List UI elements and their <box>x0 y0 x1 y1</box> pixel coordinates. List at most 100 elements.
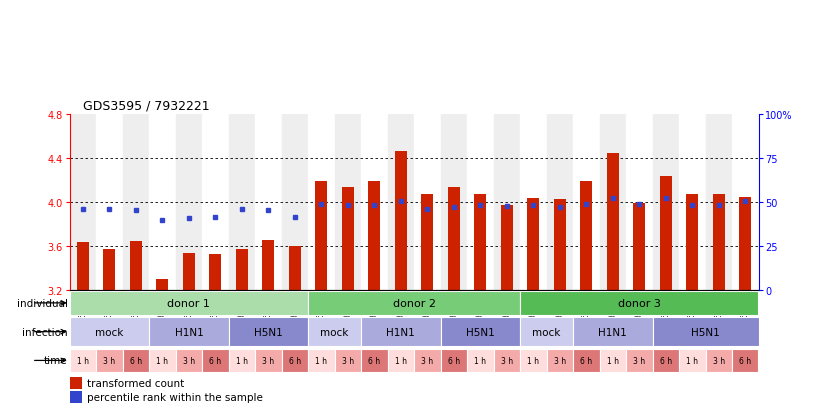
Bar <box>572 349 599 372</box>
Bar <box>308 114 334 290</box>
Bar <box>467 114 493 290</box>
Bar <box>281 349 308 372</box>
Text: 1 h: 1 h <box>315 356 327 365</box>
Bar <box>209 255 221 290</box>
Bar <box>652 114 678 290</box>
Bar <box>553 200 565 290</box>
Bar <box>387 114 414 290</box>
Text: 6 h: 6 h <box>447 356 459 365</box>
Text: 6 h: 6 h <box>288 356 301 365</box>
Bar <box>527 199 539 290</box>
Bar <box>229 317 308 347</box>
Text: 1 h: 1 h <box>395 356 406 365</box>
Text: H1N1: H1N1 <box>174 327 203 337</box>
Bar <box>686 195 698 290</box>
Bar <box>96 349 123 372</box>
Bar <box>731 114 758 290</box>
Bar <box>281 114 308 290</box>
Text: donor 1: donor 1 <box>167 298 210 308</box>
Bar <box>255 114 281 290</box>
Bar <box>149 317 229 347</box>
Text: H5N1: H5N1 <box>690 327 719 337</box>
Bar <box>632 203 645 290</box>
Text: 1 h: 1 h <box>156 356 168 365</box>
Bar <box>202 114 229 290</box>
Bar <box>519 114 546 290</box>
Text: 1 h: 1 h <box>686 356 698 365</box>
Bar <box>572 317 652 347</box>
Bar <box>606 154 618 290</box>
Bar <box>678 114 704 290</box>
Bar <box>473 195 486 290</box>
Bar <box>739 198 750 290</box>
Bar <box>334 114 360 290</box>
Bar <box>731 349 758 372</box>
Text: 3 h: 3 h <box>500 356 512 365</box>
Bar <box>414 349 440 372</box>
Text: 3 h: 3 h <box>553 356 565 365</box>
Bar <box>103 249 115 290</box>
Text: transformed count: transformed count <box>87 378 184 388</box>
Text: 3 h: 3 h <box>632 356 645 365</box>
Bar <box>467 349 493 372</box>
Text: GDS3595 / 7932221: GDS3595 / 7932221 <box>84 99 210 112</box>
Bar <box>440 317 519 347</box>
Text: 1 h: 1 h <box>77 356 88 365</box>
Bar <box>421 195 432 290</box>
Bar <box>519 292 758 315</box>
Text: percentile rank within the sample: percentile rank within the sample <box>87 392 262 402</box>
Bar <box>255 349 281 372</box>
Text: donor 2: donor 2 <box>392 298 435 308</box>
Bar <box>229 114 255 290</box>
Bar <box>183 254 195 290</box>
Text: 1 h: 1 h <box>527 356 539 365</box>
Bar <box>229 349 255 372</box>
Bar <box>262 240 274 290</box>
Bar <box>308 317 360 347</box>
Text: 1 h: 1 h <box>606 356 618 365</box>
Bar <box>70 349 96 372</box>
Bar <box>175 349 202 372</box>
Text: time: time <box>44 356 67 366</box>
Bar <box>652 349 678 372</box>
Bar <box>519 317 572 347</box>
Text: 3 h: 3 h <box>712 356 724 365</box>
Bar <box>387 349 414 372</box>
Bar <box>625 349 652 372</box>
Text: 3 h: 3 h <box>421 356 433 365</box>
Text: 6 h: 6 h <box>129 356 142 365</box>
Bar <box>156 279 168 290</box>
Bar <box>288 246 301 290</box>
Bar <box>493 349 519 372</box>
Bar <box>652 317 758 347</box>
Text: H1N1: H1N1 <box>598 327 627 337</box>
Bar <box>360 317 440 347</box>
Bar <box>395 152 406 290</box>
Bar <box>70 114 96 290</box>
Bar <box>546 349 572 372</box>
Text: 3 h: 3 h <box>103 356 115 365</box>
Bar <box>712 195 724 290</box>
Bar <box>70 377 82 389</box>
Bar <box>500 205 512 290</box>
Bar <box>70 317 149 347</box>
Bar <box>149 114 175 290</box>
Bar <box>236 249 247 290</box>
Text: 3 h: 3 h <box>183 356 195 365</box>
Text: 3 h: 3 h <box>342 356 354 365</box>
Bar <box>70 292 308 315</box>
Bar <box>360 114 387 290</box>
Text: H5N1: H5N1 <box>254 327 283 337</box>
Bar <box>77 243 88 290</box>
Bar <box>572 114 599 290</box>
Text: 6 h: 6 h <box>580 356 591 365</box>
Bar <box>315 181 327 290</box>
Bar <box>175 114 202 290</box>
Bar <box>342 188 354 290</box>
Bar <box>440 114 467 290</box>
Bar <box>493 114 519 290</box>
Text: mock: mock <box>532 327 560 337</box>
Bar <box>129 242 142 290</box>
Text: H5N1: H5N1 <box>465 327 494 337</box>
Bar <box>580 181 591 290</box>
